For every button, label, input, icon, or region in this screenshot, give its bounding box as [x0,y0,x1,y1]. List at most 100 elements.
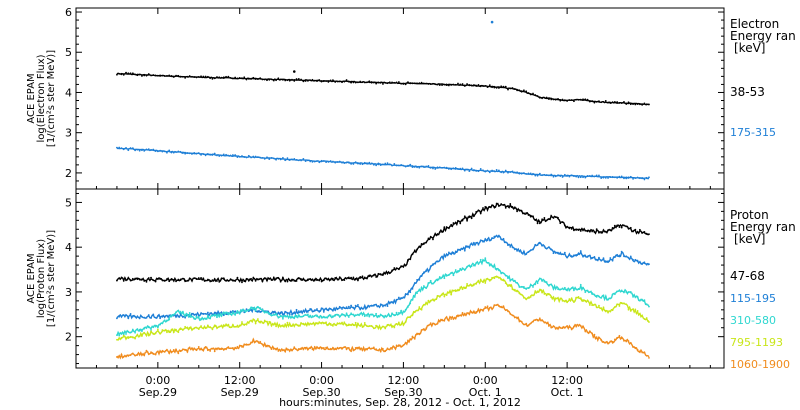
data-point [636,348,639,351]
data-point [502,85,505,88]
data-point [336,347,339,350]
data-point [259,321,262,324]
data-point [297,347,300,350]
data-point [254,322,257,325]
data-point [309,278,312,281]
data-point [204,154,207,157]
data-point [186,350,189,353]
data-point [291,316,293,319]
data-point [623,339,625,342]
data-point [516,89,518,92]
data-point [491,86,493,89]
data-point [486,239,489,242]
y-tick-label: 4 [65,86,72,99]
data-point [188,152,191,155]
data-point [320,307,323,310]
data-point [500,306,503,309]
data-point [388,301,391,304]
data-point [554,328,557,330]
data-point [461,248,464,250]
data-point [359,325,362,327]
data-point [154,316,157,319]
data-point [277,311,280,314]
data-point [486,277,489,280]
data-point [322,346,325,349]
data-point [420,165,423,168]
data-point [320,280,323,283]
data-point [311,322,314,325]
data-point [475,84,478,87]
data-point [429,322,432,325]
data-point [613,293,616,296]
data-point [250,319,252,322]
data-point [402,83,405,85]
data-point [291,78,293,81]
data-point [334,81,337,83]
data-point [311,278,314,281]
data-point [361,349,364,352]
data-point [604,341,607,344]
legend-title: Proton [730,208,769,222]
data-point [643,231,646,233]
data-point [625,177,628,180]
data-point [341,313,343,316]
data-point [177,331,180,334]
data-point [363,276,366,279]
data-point [213,77,216,80]
data-point [616,290,619,293]
data-point [204,279,207,282]
data-point [166,319,168,322]
data-point [411,298,414,301]
data-point [420,286,423,289]
data-point [341,279,343,282]
data-point [168,149,171,152]
data-point [231,154,234,156]
data-point [545,281,548,283]
data-point [261,343,264,346]
data-point [127,72,130,75]
data-point [370,162,373,165]
data-point [341,347,343,350]
data-point [582,228,584,231]
data-point [563,224,566,227]
data-point [200,75,202,78]
data-point [509,87,512,90]
data-point [222,278,225,280]
data-point [136,354,139,356]
data-point [452,251,455,254]
data-point [602,229,605,232]
data-point [595,100,598,103]
data-point [413,82,416,85]
series-1060-1900 [116,303,650,360]
data-point [175,74,177,77]
data-point [382,325,384,328]
legend-entry: 47-68 [730,269,765,283]
data-point [623,302,625,305]
data-point [357,303,359,306]
data-point [129,147,132,149]
data-point [170,314,173,317]
data-point [134,73,137,76]
data-point [638,103,641,106]
data-point [427,282,430,284]
data-point [479,85,482,88]
data-point [256,310,259,313]
data-point [156,277,159,280]
data-point [320,347,323,350]
data-point [568,227,571,230]
data-point [595,228,598,231]
data-point [409,302,412,305]
data-point [163,75,166,77]
data-point [325,346,328,349]
data-point [434,233,437,236]
data-point [316,160,318,163]
data-point [416,166,418,169]
data-point [159,350,162,353]
data-point [395,322,398,325]
data-point [154,353,157,356]
data-point [479,278,482,281]
data-point [543,280,546,283]
data-point [559,288,562,291]
data-point [357,313,359,316]
data-point [618,305,621,307]
